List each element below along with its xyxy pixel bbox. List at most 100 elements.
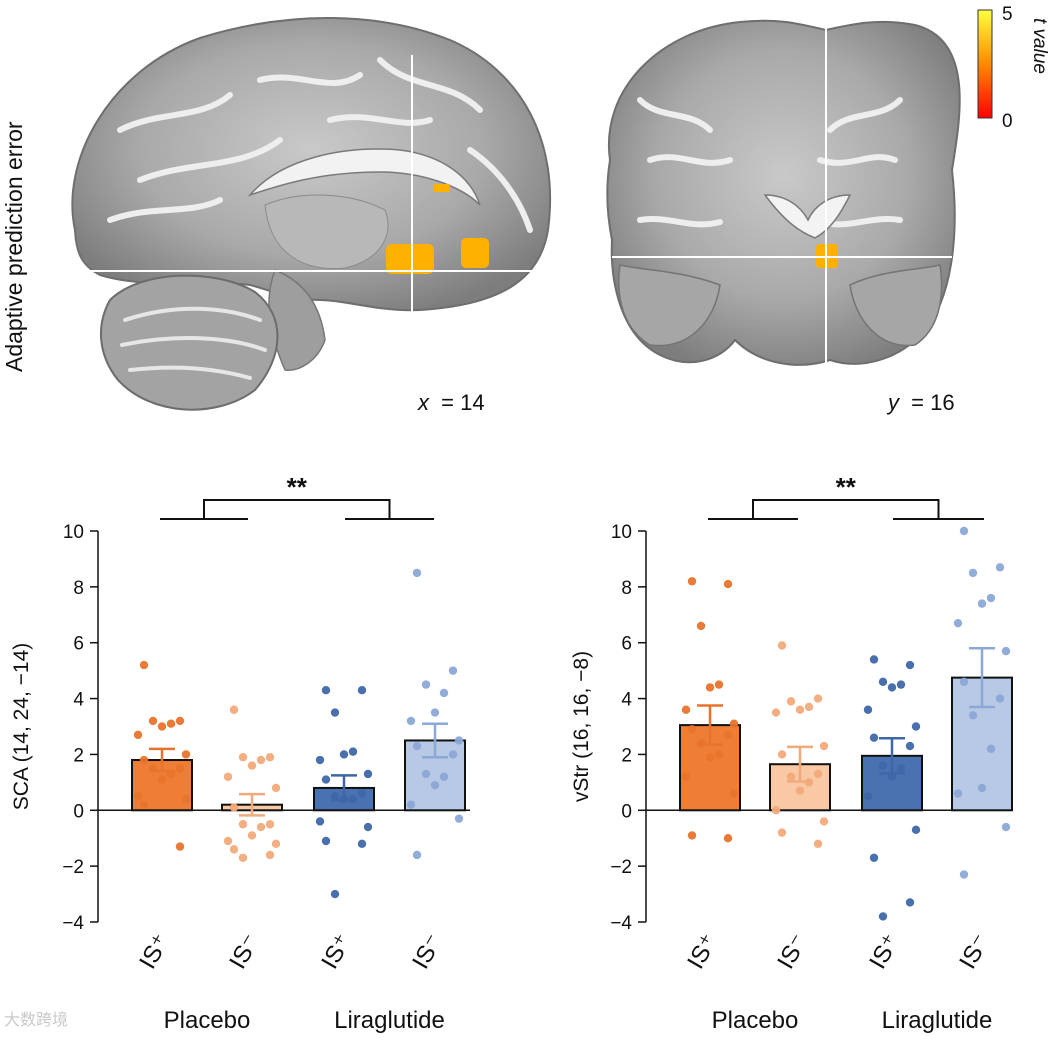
x-tick-label: IS⁻ [224, 930, 265, 974]
data-point [863, 705, 873, 714]
data-point [795, 705, 805, 714]
data-point [696, 621, 706, 631]
data-point [723, 579, 733, 589]
data-point [181, 750, 191, 759]
data-point [139, 755, 149, 765]
data-point [412, 850, 422, 860]
coronal-ventricles [763, 194, 852, 239]
data-point [953, 618, 963, 628]
data-point [869, 733, 879, 742]
coronal-brain-slice [606, 19, 961, 368]
data-point [681, 705, 691, 714]
data-point [786, 772, 796, 781]
data-point [878, 761, 888, 770]
y-tick-label: 10 [611, 522, 632, 543]
data-point [959, 526, 969, 536]
data-point [330, 889, 340, 899]
y-tick-label: 4 [73, 690, 84, 711]
data-point [687, 831, 697, 840]
data-point [959, 870, 969, 879]
data-point [421, 769, 431, 779]
data-point [723, 834, 733, 843]
vstr-bar-chart: −4 −2 0 2 4 6 8 10 vStr (16, 16, −8) IS⁺ IS⁻ IS⁺ IS⁻… [570, 472, 1013, 1034]
y-axis-label: SCA (14, 24, −14) [10, 643, 33, 811]
data-point [229, 803, 239, 812]
data-point [175, 764, 185, 773]
data-point [813, 769, 823, 779]
data-point [448, 750, 458, 759]
x-tick-label: IS⁺ [316, 930, 357, 974]
y-axis-label: vStr (16, 16, −8) [570, 651, 593, 802]
data-point [795, 786, 805, 795]
sagittal-activation-3 [434, 184, 450, 192]
data-point [223, 772, 233, 781]
colorbar-label: t value [1029, 18, 1050, 74]
sagittal-cerebellum-folia [120, 306, 267, 380]
y-tick-label: −4 [62, 913, 84, 934]
x-tick-label: IS⁺ [864, 930, 905, 974]
sagittal-activation-2 [461, 238, 489, 268]
data-point [315, 755, 325, 765]
data-point [786, 697, 796, 706]
data-point [439, 688, 449, 698]
data-point [454, 736, 464, 745]
colorbar-min: 0 [1002, 111, 1013, 132]
data-point [321, 685, 331, 695]
data-point [448, 666, 458, 675]
y-tick-label: 0 [73, 801, 84, 822]
data-point [1001, 646, 1011, 656]
row-label: Adaptive prediction error [1, 121, 27, 372]
data-point [271, 839, 281, 848]
watermark: 大数跨境 [4, 1012, 69, 1029]
x-tick-label: IS⁻ [407, 930, 448, 974]
data-point [887, 683, 897, 692]
data-point [357, 789, 367, 798]
x-tick-label: IS⁺ [134, 930, 175, 974]
data-point [729, 719, 739, 728]
data-point [330, 792, 340, 801]
data-point [777, 828, 787, 837]
sagittal-corpus-callosum [247, 148, 481, 206]
data-point [439, 772, 449, 781]
data-point [813, 694, 823, 703]
data-point [265, 850, 275, 860]
data-point [133, 730, 143, 740]
data-point [256, 755, 266, 765]
data-point [238, 853, 248, 862]
data-point [687, 725, 697, 734]
data-point [421, 680, 431, 689]
data-point [863, 792, 873, 801]
data-point [181, 794, 191, 804]
data-point [238, 753, 248, 762]
sagittal-brain-slice [68, 16, 552, 411]
data-point [265, 820, 275, 829]
data-point [139, 660, 149, 670]
data-point [869, 655, 879, 664]
data-point [705, 683, 715, 692]
group-label: Liraglutide [334, 1007, 445, 1034]
data-point [905, 660, 915, 670]
sagittal-coord-var: x [417, 390, 430, 415]
x-tick-label: IS⁻ [772, 930, 813, 974]
data-point [229, 705, 239, 714]
data-point [905, 741, 915, 751]
data-point [406, 716, 416, 726]
data-point [363, 822, 373, 832]
data-point [430, 708, 440, 717]
data-point [265, 753, 275, 762]
data-point [986, 593, 996, 603]
sagittal-cerebellum [100, 274, 279, 411]
data-point [681, 772, 691, 781]
y-tick-label: 6 [73, 634, 84, 655]
x-tick-label: IS⁻ [954, 930, 995, 974]
data-point [968, 711, 978, 720]
data-point [819, 817, 829, 826]
data-point [804, 702, 814, 712]
y-tick-label: −2 [62, 857, 84, 878]
data-point [959, 677, 969, 687]
sca-bar-chart: −4 −2 0 2 4 6 8 10 SCA (14, 24, −14) IS⁺ IS⁻ IS⁺ IS⁻… [10, 472, 470, 1034]
data-point [315, 817, 325, 826]
y-tick-label: 6 [621, 634, 632, 655]
